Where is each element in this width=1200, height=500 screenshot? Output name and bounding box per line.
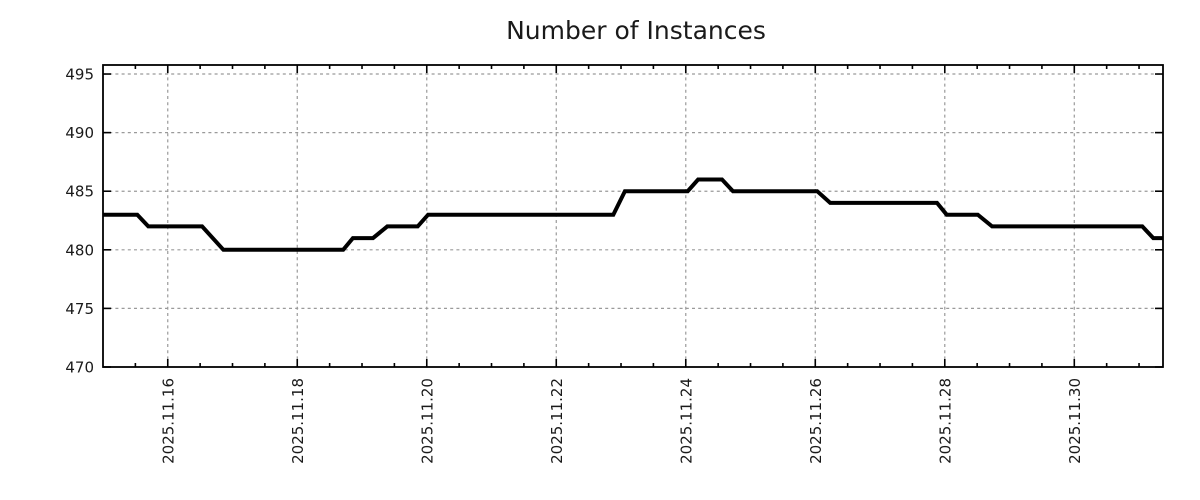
x-tick-label: 2025.11.16: [159, 378, 177, 464]
x-tick-label: 2025.11.28: [936, 378, 954, 464]
x-tick-label: 2025.11.30: [1066, 378, 1084, 464]
data-line-instances: [103, 177, 1163, 252]
y-tick-label: 485: [65, 183, 94, 201]
plot-area: 470 475 480 485 490 495 2025.11.16 2025.11.18 20…: [65, 64, 1164, 464]
x-tick-label: 2025.11.18: [289, 378, 307, 464]
y-tick-label: 470: [65, 359, 94, 377]
y-tick-label: 475: [65, 300, 94, 318]
x-tick-label: 2025.11.20: [418, 378, 436, 464]
x-tick-label: 2025.11.22: [548, 378, 566, 464]
y-tick-label: 495: [65, 66, 94, 84]
x-tick-label: 2025.11.26: [807, 378, 825, 464]
y-tick-label: 490: [65, 124, 94, 142]
plot-frame: [102, 64, 1164, 368]
x-tick-label: 2025.11.24: [677, 378, 695, 464]
y-tick-label: 480: [65, 241, 94, 259]
chart-title: Number of Instances: [506, 16, 766, 45]
